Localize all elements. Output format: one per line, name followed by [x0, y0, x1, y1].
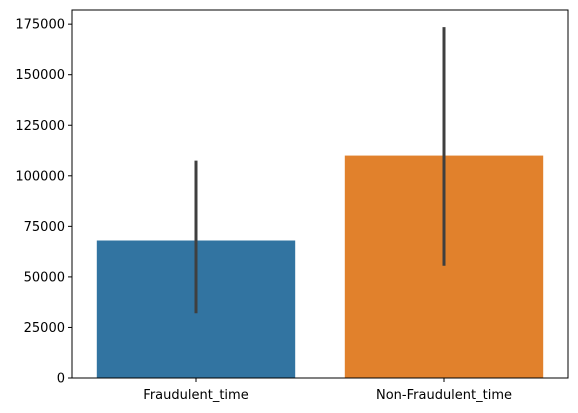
x-tick-label: Non-Fraudulent_time [376, 388, 512, 403]
y-tick-label: 150000 [15, 68, 65, 83]
y-axis: 0 25000 50000 75000 100000 125000 150000 175000 [15, 18, 72, 387]
y-tick-label: 75000 [24, 220, 65, 235]
y-tick-label: 125000 [15, 119, 65, 134]
y-tick-label: 175000 [15, 18, 65, 33]
y-tick-label: 25000 [24, 321, 65, 336]
y-tick-label: 100000 [15, 169, 65, 184]
x-axis: Fraudulent_time Non-Fraudulent_time [143, 378, 512, 403]
y-tick-label: 50000 [24, 270, 65, 285]
x-tick-label: Fraudulent_time [143, 388, 248, 403]
y-tick-label: 0 [57, 372, 65, 387]
plot-frame [71, 9, 569, 379]
bars [96, 155, 544, 378]
error-bars [194, 27, 446, 314]
